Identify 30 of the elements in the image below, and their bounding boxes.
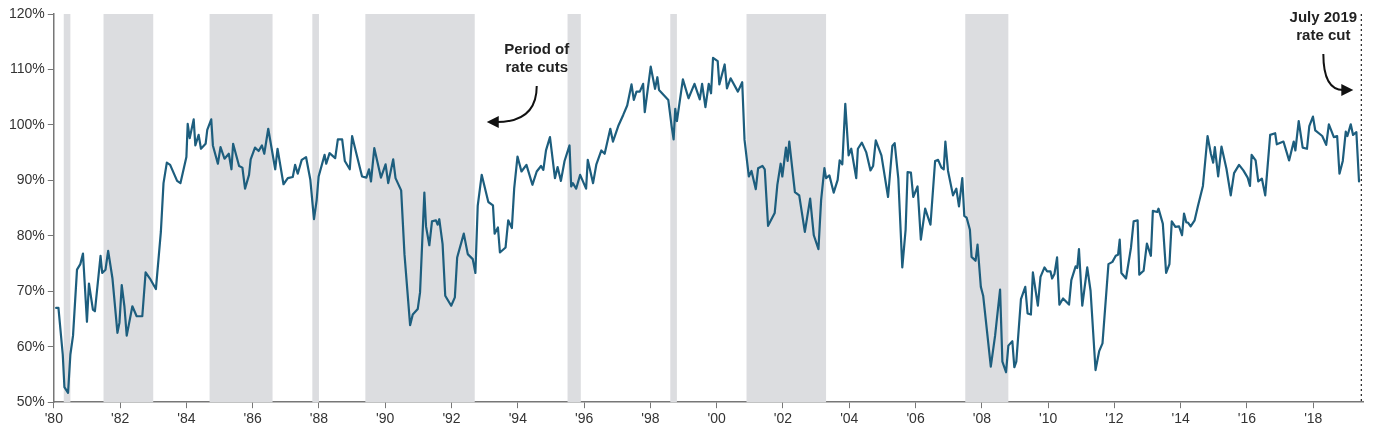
x-tick-label: '86 [243,410,263,427]
x-tick-label: '96 [574,410,594,427]
x-tick-label: '06 [906,410,925,427]
y-tick-label: 120% [8,4,45,21]
x-tick-label: '82 [110,410,130,427]
y-tick-label: 50% [16,393,45,410]
x-tick-label: '14 [1171,410,1191,427]
y-tick-label: 100% [8,115,45,132]
ref-line-label: July 2019 rate cut [1289,7,1358,43]
x-tick-label: '02 [773,410,793,427]
y-tick-label: 60% [16,337,45,354]
x-tick-label: '88 [309,410,329,427]
x-tick-label: '08 [972,410,992,427]
band-label: Period of rate cuts [504,39,571,75]
y-tick-label: 80% [16,226,45,243]
x-tick-label: '92 [442,410,461,427]
y-tick-label: 70% [16,282,45,299]
x-tick-label: '00 [707,410,727,427]
x-tick-label: '18 [1304,410,1323,427]
x-tick-label: '94 [508,410,528,427]
x-tick-label: '12 [1105,410,1124,427]
x-tick-label: '80 [44,410,64,427]
y-tick-label: 90% [16,171,45,188]
y-tick-label: 110% [10,60,45,77]
x-tick-label: '98 [641,410,660,427]
x-tick-label: '10 [1039,410,1058,427]
x-tick-label: '90 [376,410,395,427]
x-tick-label: '04 [840,410,859,427]
x-tick-label: '84 [177,410,196,427]
x-tick-label: '16 [1237,410,1257,427]
